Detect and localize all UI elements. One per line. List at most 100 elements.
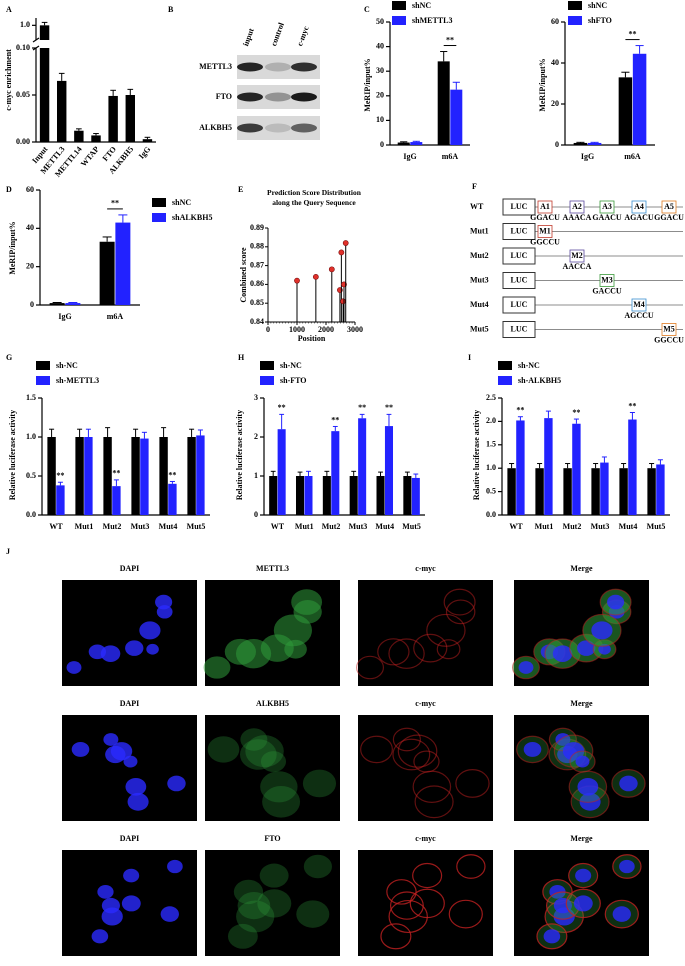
y-tick-label: 0 — [254, 510, 258, 519]
legend-label: shNC — [588, 1, 607, 10]
bar — [39, 48, 50, 142]
construct-name: Mut3 — [470, 275, 489, 284]
membrane — [516, 735, 549, 764]
membrane — [413, 750, 440, 773]
membrane — [356, 655, 385, 680]
y-tick-label: 1.5 — [26, 393, 36, 402]
bar — [600, 462, 609, 515]
panel-label: E — [238, 185, 243, 194]
channel-label: DAPI — [120, 834, 140, 843]
construct-name: WT — [470, 202, 484, 211]
cytoplasm — [236, 900, 275, 933]
nucleus — [577, 640, 596, 656]
bar — [411, 477, 420, 515]
y-axis-label: Combined score — [239, 247, 248, 303]
site-seq: GGACU — [530, 213, 560, 222]
membrane — [568, 862, 599, 889]
channel-label: Merge — [570, 699, 593, 708]
membrane — [455, 769, 490, 798]
x-tick-label: Mut4 — [159, 522, 178, 531]
bar — [269, 476, 278, 515]
significance-label: ** — [629, 29, 637, 38]
channel-label: FTO — [264, 834, 280, 843]
site-box — [631, 200, 647, 214]
luc-label: LUC — [511, 324, 528, 333]
membrane — [436, 639, 461, 660]
luc-box — [502, 198, 536, 216]
y-tick-label: 2 — [254, 432, 258, 441]
bar — [84, 437, 93, 515]
membrane — [548, 727, 577, 752]
membrane — [377, 638, 410, 666]
membrane — [443, 588, 476, 616]
nucleus — [518, 661, 534, 674]
luc-box — [502, 296, 536, 314]
y-tick-label: 0.86 — [250, 279, 264, 288]
y-tick-label: 50 — [376, 17, 384, 26]
x-tick-label: WT — [271, 522, 285, 531]
nucleus — [167, 859, 183, 874]
bar — [125, 95, 135, 142]
bar — [647, 468, 656, 515]
stem-point — [328, 266, 335, 273]
site-seq: GGCCU — [530, 237, 560, 246]
bar — [159, 437, 168, 515]
y-tick-label: 1 — [254, 471, 258, 480]
site-label: A3 — [602, 202, 612, 211]
legend-label: shMETTL3 — [412, 16, 452, 25]
nucleus — [66, 661, 82, 674]
panel-label: A — [6, 5, 12, 14]
legend-label: sh-FTO — [280, 376, 307, 385]
site-seq: GGACU — [654, 213, 684, 222]
legend-swatch — [260, 361, 274, 370]
micrograph — [358, 580, 493, 686]
channel-label: METTL3 — [256, 564, 289, 573]
bar — [535, 468, 544, 515]
x-tick-label: 2000 — [318, 325, 334, 334]
nucleus — [591, 621, 613, 640]
cytoplasm — [203, 656, 231, 679]
site-box — [599, 200, 615, 214]
panel-label: F — [472, 182, 477, 191]
significance-label: ** — [446, 35, 454, 44]
blot-band — [291, 123, 317, 133]
cytoplasm — [240, 728, 268, 751]
y-axis-label: MeRIP/input% — [538, 58, 547, 111]
significance-label: ** — [111, 199, 119, 208]
legend-swatch — [152, 198, 166, 207]
nucleus — [110, 742, 133, 761]
y-tick-label: 60 — [26, 185, 34, 194]
luc-label: LUC — [511, 300, 528, 309]
lane-label: c-myc — [295, 25, 311, 48]
luc-box — [502, 272, 536, 289]
channel-label: c-myc — [415, 564, 436, 573]
membrane — [612, 854, 642, 879]
panel-label: H — [238, 353, 245, 362]
x-tick-label: m6A — [624, 152, 641, 161]
nucleus — [123, 868, 140, 883]
y-axis-label: c-myc enrichment — [4, 49, 13, 111]
bar — [563, 468, 572, 515]
site-box — [537, 200, 553, 214]
cytoplasm — [296, 900, 330, 928]
legend-label: shFTO — [588, 16, 612, 25]
x-tick-label: IgG — [137, 145, 152, 161]
blot-band — [237, 123, 263, 133]
channel-label: DAPI — [120, 699, 140, 708]
channel-label: Merge — [570, 834, 593, 843]
stem-point — [338, 249, 345, 256]
bar — [619, 468, 628, 515]
luc-box — [502, 247, 536, 265]
site-seq: AACCA — [563, 262, 592, 271]
bar — [49, 303, 65, 305]
bar — [142, 139, 153, 142]
membrane — [397, 734, 438, 768]
y-tick-label: 0.84 — [250, 317, 264, 326]
membrane — [389, 891, 424, 920]
site-seq: AGACU — [624, 213, 654, 222]
bar — [656, 464, 665, 515]
nucleus — [543, 929, 561, 944]
membrane — [512, 655, 541, 680]
channel-label: c-myc — [415, 834, 436, 843]
